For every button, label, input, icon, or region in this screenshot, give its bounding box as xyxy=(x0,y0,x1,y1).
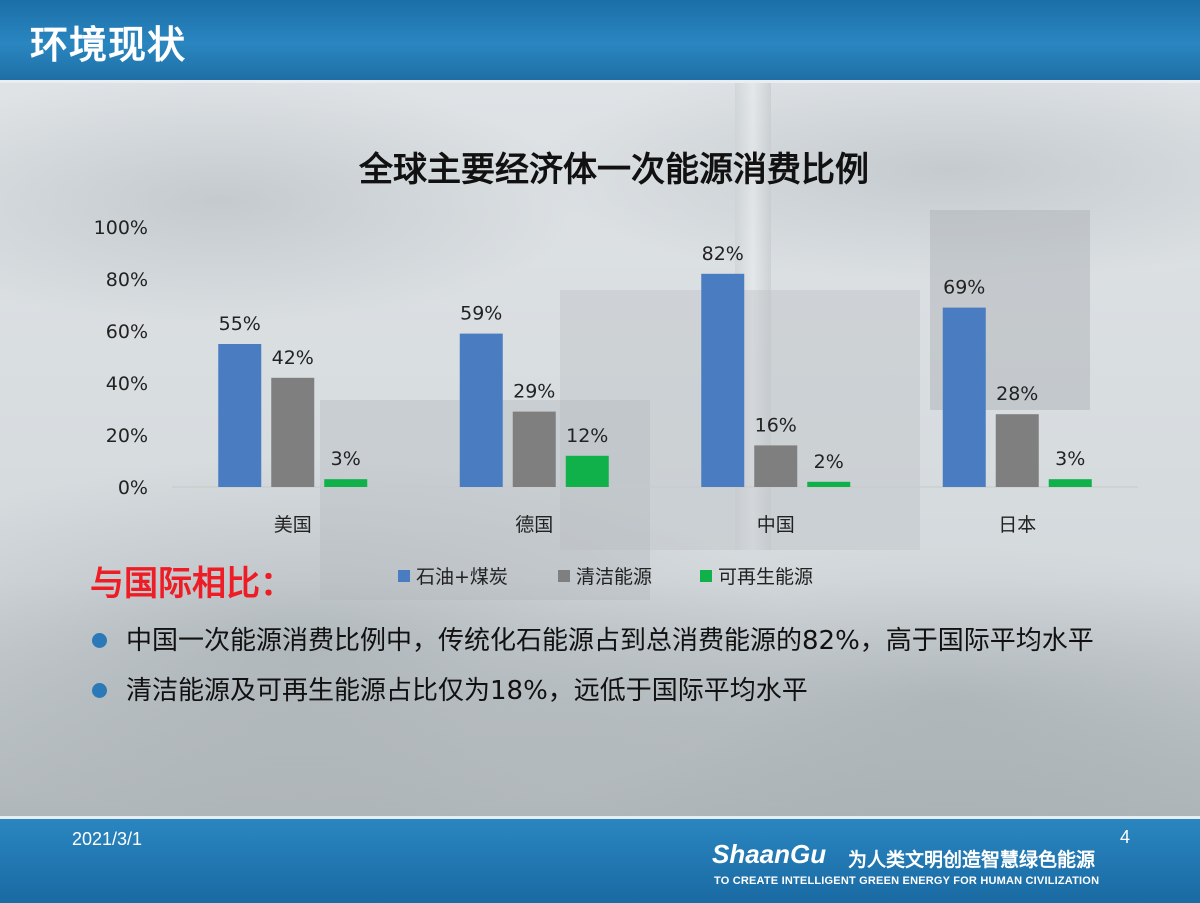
brand-logo: ShaanGu xyxy=(712,839,827,869)
legend-swatch xyxy=(558,570,570,582)
y-tick-label: 80% xyxy=(106,269,148,291)
category-label: 德国 xyxy=(515,514,553,536)
bar xyxy=(807,481,851,487)
bullet-dot-icon xyxy=(92,683,107,698)
bar-value-label: 55% xyxy=(219,313,261,335)
slide-footer: 2021/3/1 4 ShaanGu 为人类文明创造智慧绿色能源 TO CREA… xyxy=(0,816,1200,903)
y-tick-label: 40% xyxy=(106,373,148,395)
legend-item: 清洁能源 xyxy=(558,562,652,589)
legend-item: 可再生能源 xyxy=(700,562,813,589)
legend-item: 石油+煤炭 xyxy=(398,562,508,589)
comparison-heading: 与国际相比： xyxy=(90,564,294,604)
bar-value-label: 82% xyxy=(702,243,744,265)
foreground-shade xyxy=(0,580,1200,816)
slide-header: 环境现状 xyxy=(0,0,1200,83)
bar-value-label: 42% xyxy=(272,347,314,369)
y-tick-label: 0% xyxy=(118,477,148,499)
bar xyxy=(459,333,503,487)
legend-label: 清洁能源 xyxy=(576,566,653,588)
bar xyxy=(565,455,609,487)
legend-label: 石油+煤炭 xyxy=(416,566,508,588)
category-label: 美国 xyxy=(274,514,312,536)
bar xyxy=(1048,479,1092,487)
energy-bar-chart: 0% 20% 40% 60% 80% 100% 55% 42% 3% 美国 59% 29% 12% 德国 8… xyxy=(94,217,1138,536)
bar xyxy=(271,377,315,487)
bullet-dot-icon xyxy=(92,633,107,648)
y-tick-label: 100% xyxy=(94,217,148,239)
bar xyxy=(218,344,262,487)
brand-slogan-en: TO CREATE INTELLIGENT GREEN ENERGY FOR H… xyxy=(714,875,1100,887)
bar-value-label: 59% xyxy=(460,303,502,325)
bar xyxy=(701,273,745,487)
bar xyxy=(324,479,368,487)
bar-value-label: 28% xyxy=(996,383,1038,405)
legend-swatch xyxy=(398,570,410,582)
category-label: 日本 xyxy=(998,514,1036,536)
slide-title: 环境现状 xyxy=(30,23,187,67)
bar-value-label: 3% xyxy=(331,448,361,470)
slide-date: 2021/3/1 xyxy=(72,829,143,849)
bullet-text: 清洁能源及可再生能源占比仅为18%，远低于国际平均水平 xyxy=(126,676,808,706)
category-label: 中国 xyxy=(757,514,795,536)
y-tick-label: 20% xyxy=(106,425,148,447)
bar-value-label: 12% xyxy=(566,425,608,447)
bar xyxy=(512,411,556,487)
bar-value-label: 2% xyxy=(814,451,844,473)
bar-value-label: 69% xyxy=(943,277,985,299)
brand-slogan-cn: 为人类文明创造智慧绿色能源 xyxy=(848,849,1096,871)
bar-value-label: 3% xyxy=(1055,448,1085,470)
y-tick-label: 60% xyxy=(106,321,148,343)
bar xyxy=(754,445,798,487)
legend-swatch xyxy=(700,570,712,582)
chart-title: 全球主要经济体一次能源消费比例 xyxy=(359,150,869,190)
bullet-text: 中国一次能源消费比例中，传统化石能源占到总消费能源的82%，高于国际平均水平 xyxy=(126,626,1094,656)
bar xyxy=(995,414,1039,487)
bullet-item: 中国一次能源消费比例中，传统化石能源占到总消费能源的82%，高于国际平均水平 xyxy=(92,618,1112,664)
legend-label: 可再生能源 xyxy=(718,566,814,588)
bar-value-label: 29% xyxy=(513,381,555,403)
bullet-item: 清洁能源及可再生能源占比仅为18%，远低于国际平均水平 xyxy=(92,668,1112,714)
page-number: 4 xyxy=(1120,827,1131,847)
bar xyxy=(942,307,986,487)
bullet-list: 中国一次能源消费比例中，传统化石能源占到总消费能源的82%，高于国际平均水平 清… xyxy=(92,618,1112,714)
bar-value-label: 16% xyxy=(755,414,797,436)
